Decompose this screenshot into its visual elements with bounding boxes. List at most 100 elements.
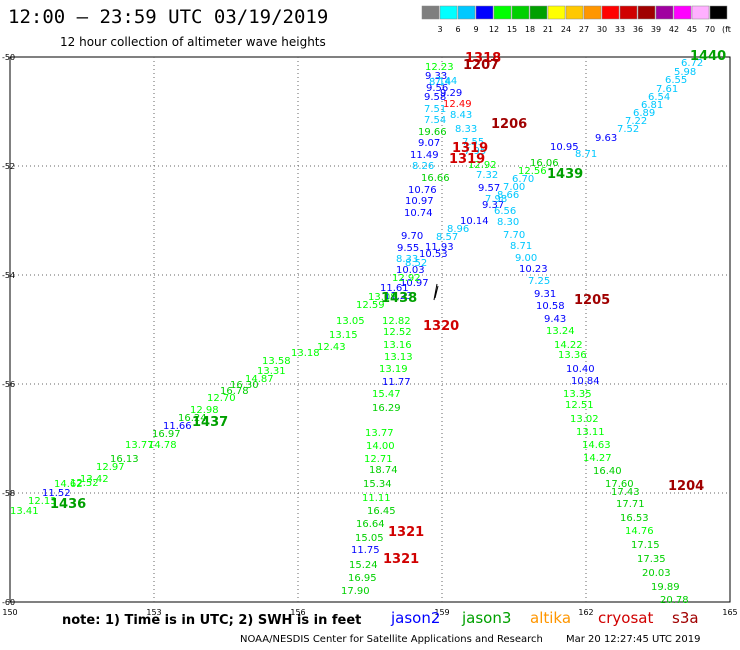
y-tick-label: -60 xyxy=(2,598,15,607)
wave-value-label: 13.11 xyxy=(576,427,605,438)
wave-value-label: 10.76 xyxy=(408,185,437,196)
wave-value-label: 11.66 xyxy=(163,421,192,432)
wave-value-label: 17.15 xyxy=(631,540,660,551)
wave-value-label: 9.70 xyxy=(401,231,423,242)
scale-label: 12 xyxy=(489,25,499,34)
scale-label: 33 xyxy=(615,25,625,34)
wave-value-label: 8.52 xyxy=(405,258,427,269)
track-id-label: 1319 xyxy=(449,152,485,167)
wave-value-label: 16.13 xyxy=(110,454,139,465)
wave-value-label: 8.71 xyxy=(510,241,532,252)
axis-ticks: 150 153 156 159 162 165 -50 -52 -54 -56 -58 -60 xyxy=(2,53,738,617)
wave-value-label: 7.61 xyxy=(656,84,678,95)
wave-value-label: 11.23 xyxy=(384,291,413,302)
scale-swatch xyxy=(565,5,584,20)
scale-swatch xyxy=(637,5,656,20)
wave-value-label: 12.51 xyxy=(565,400,594,411)
wave-value-label: 13.77 xyxy=(125,440,154,451)
scale-label: (ft) xyxy=(722,25,731,34)
wave-value-label: 16.95 xyxy=(348,573,377,584)
wave-value-label: 13.18 xyxy=(291,348,320,359)
track-id-label: 1318 xyxy=(465,51,501,66)
wave-value-label: 20.03 xyxy=(642,568,671,579)
track-id-label: 1320 xyxy=(423,319,459,334)
wave-value-label: 8.14 xyxy=(429,77,451,88)
wave-value-label: 12.82 xyxy=(382,316,411,327)
scale-swatch xyxy=(655,5,674,20)
y-tick-label: -58 xyxy=(2,489,15,498)
wave-value-label: 11.75 xyxy=(351,545,380,556)
wave-value-label: 14.87 xyxy=(245,374,274,385)
x-tick-label: 150 xyxy=(2,608,17,617)
scale-swatch xyxy=(583,5,602,20)
wave-value-label: 11.93 xyxy=(425,242,454,253)
wave-value-label: 9.57 xyxy=(478,183,500,194)
wave-value-label: 8.33 xyxy=(396,254,418,265)
x-tick-label: 162 xyxy=(578,608,593,617)
wave-value-label: 17.90 xyxy=(341,586,370,597)
wave-value-label: 7.70 xyxy=(503,230,525,241)
wave-value-label: 10.53 xyxy=(419,249,448,260)
scale-label: 21 xyxy=(543,25,553,34)
wave-value-label: 10.97 xyxy=(405,196,434,207)
wave-value-label: 7.55 xyxy=(462,137,484,148)
footer-note: note: 1) Time is in UTC; 2) SWH is in fe… xyxy=(62,613,362,628)
wave-value-label: 15.47 xyxy=(372,389,401,400)
scale-swatch xyxy=(511,5,530,20)
scale-swatch xyxy=(457,5,476,20)
wave-value-label: 16.29 xyxy=(372,403,401,414)
wave-value-label: 8.96 xyxy=(447,224,469,235)
wave-value-label: 17.35 xyxy=(637,554,666,565)
scale-label: 36 xyxy=(633,25,643,34)
wave-value-label: 14.63 xyxy=(582,440,611,451)
coastline-mark xyxy=(433,283,439,301)
track-id-label: 1438 xyxy=(381,291,417,306)
y-tick-label: -52 xyxy=(2,162,15,171)
wave-value-label: 7.00 xyxy=(503,182,525,193)
wave-value-label: 17.71 xyxy=(616,499,645,510)
wave-value-label: 10.95 xyxy=(550,142,579,153)
wave-value-label: 13.36 xyxy=(558,350,587,361)
wave-value-label: 13.08 xyxy=(368,292,397,303)
wave-value-label: 12.92 xyxy=(392,273,421,284)
wave-value-label: 19.89 xyxy=(651,582,680,593)
wave-value-label: 13.77 xyxy=(365,428,394,439)
wave-value-label: 15.05 xyxy=(355,533,384,544)
wave-value-label: 13.24 xyxy=(546,326,575,337)
wave-value-label: 13.02 xyxy=(570,414,599,425)
wave-value-label: 12.59 xyxy=(356,300,385,311)
wave-value-label: 16.66 xyxy=(421,173,450,184)
wave-value-label: 12.23 xyxy=(425,62,454,73)
wave-value-label: 9.33 xyxy=(425,71,447,82)
x-tick-label: 156 xyxy=(290,608,305,617)
wave-value-label: 14.22 xyxy=(554,340,583,351)
scale-label: 3 xyxy=(437,25,442,34)
wave-value-label: 13.42 xyxy=(80,474,109,485)
wave-value-label: 13.31 xyxy=(257,366,286,377)
wave-value-label: 5.98 xyxy=(674,67,696,78)
wave-value-label: 8.57 xyxy=(436,232,458,243)
wave-value-label: 17.43 xyxy=(611,487,640,498)
wave-value-label: 13.58 xyxy=(262,356,291,367)
scale-swatch xyxy=(709,5,728,20)
track-id-label: 1204 xyxy=(668,479,704,494)
scale-swatch xyxy=(493,5,512,20)
wave-value-label: 12.92 xyxy=(468,160,497,171)
scale-swatch xyxy=(619,5,638,20)
wave-value-label: 16.64 xyxy=(356,519,385,530)
track-id-label: 1321 xyxy=(388,525,424,540)
sat-cryosat: cryosat xyxy=(598,609,654,627)
wave-value-label: 7.32 xyxy=(476,170,498,181)
wave-value-label: 16.53 xyxy=(620,513,649,524)
wave-value-label: 7.95 xyxy=(464,146,486,157)
sat-s3a: s3a xyxy=(672,609,699,627)
y-tick-label: -56 xyxy=(2,380,15,389)
page-title: 12:00 – 23:59 UTC 03/19/2019 xyxy=(8,6,329,28)
wave-value-label: 11.11 xyxy=(362,493,391,504)
wave-value-label: 13.41 xyxy=(10,506,39,517)
track-id-label: 1207 xyxy=(463,58,499,73)
wave-value-label: 16.24 xyxy=(178,413,207,424)
wave-value-label: 10.23 xyxy=(519,264,548,275)
